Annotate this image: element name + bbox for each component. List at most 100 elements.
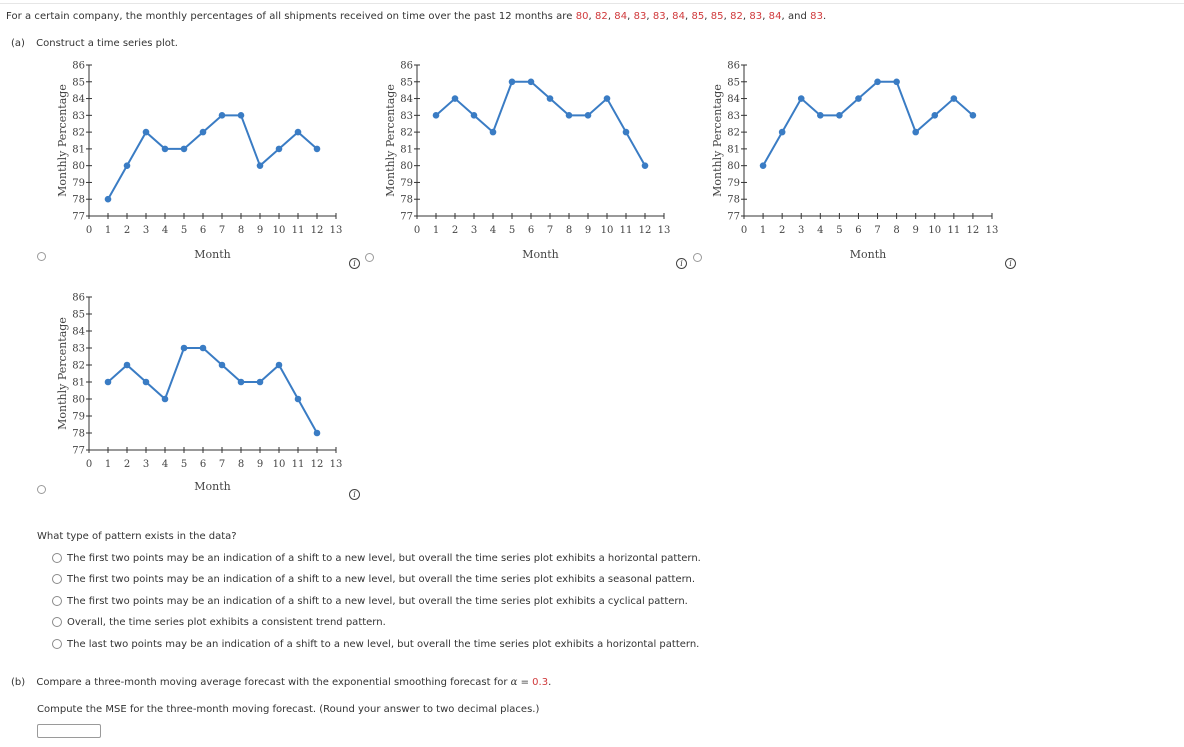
svg-text:83: 83: [72, 344, 85, 355]
svg-text:13: 13: [986, 225, 999, 236]
pattern-option-3[interactable]: The first two points may be an indicatio…: [52, 594, 688, 608]
svg-text:8: 8: [566, 225, 572, 236]
pattern-option-2[interactable]: The first two points may be an indicatio…: [52, 572, 695, 586]
svg-text:0: 0: [86, 459, 92, 470]
svg-text:11: 11: [620, 225, 633, 236]
chart-option-3-radio[interactable]: [693, 253, 702, 262]
svg-text:5: 5: [836, 225, 842, 236]
radio-button[interactable]: [52, 617, 62, 627]
svg-text:2: 2: [452, 225, 458, 236]
svg-text:13: 13: [330, 459, 343, 470]
part-b-instruction-text: Compare a three-month moving average for…: [36, 677, 511, 688]
svg-text:12: 12: [639, 225, 652, 236]
part-b-label: (b): [11, 677, 26, 688]
radio-button[interactable]: [52, 553, 62, 563]
part-b-heading: (b) Compare a three-month moving average…: [11, 677, 551, 688]
info-icon[interactable]: i: [349, 258, 360, 269]
svg-text:83: 83: [72, 111, 85, 122]
svg-text:Monthly Percentage: Monthly Percentage: [711, 84, 724, 197]
data-value: 82: [594, 11, 608, 22]
svg-text:11: 11: [292, 459, 305, 470]
data-value: 84: [672, 11, 685, 22]
svg-text:82: 82: [727, 128, 740, 139]
svg-text:0: 0: [741, 225, 747, 236]
svg-text:5: 5: [509, 225, 515, 236]
svg-text:79: 79: [400, 178, 413, 189]
radio-button[interactable]: [52, 639, 62, 649]
data-value: 84: [768, 11, 782, 22]
part-a-instruction: Construct a time series plot.: [36, 38, 178, 49]
svg-text:9: 9: [585, 225, 591, 236]
svg-text:86: 86: [72, 293, 85, 304]
svg-text:1: 1: [433, 225, 439, 236]
svg-text:77: 77: [727, 212, 740, 223]
svg-text:12: 12: [311, 225, 324, 236]
svg-text:8: 8: [893, 225, 899, 236]
svg-text:85: 85: [72, 77, 85, 88]
radio-button[interactable]: [52, 574, 62, 584]
svg-text:0: 0: [86, 225, 92, 236]
svg-text:77: 77: [400, 212, 413, 223]
svg-text:6: 6: [200, 459, 206, 470]
info-icon[interactable]: i: [676, 258, 687, 269]
svg-text:9: 9: [257, 459, 263, 470]
data-value: 83: [810, 11, 823, 22]
svg-text:3: 3: [143, 225, 149, 236]
svg-text:81: 81: [400, 144, 413, 155]
data-value: 84: [614, 11, 628, 22]
info-icon[interactable]: i: [1005, 258, 1016, 269]
svg-text:81: 81: [72, 144, 85, 155]
svg-text:9: 9: [257, 225, 263, 236]
chart-option-2-radio[interactable]: [365, 253, 374, 262]
pattern-option-5[interactable]: The last two points may be an indication…: [52, 637, 699, 651]
svg-text:10: 10: [273, 225, 286, 236]
svg-text:4: 4: [162, 459, 168, 470]
info-icon[interactable]: i: [349, 489, 360, 500]
data-value: 83: [652, 11, 666, 22]
svg-text:86: 86: [727, 61, 740, 72]
data-value: 85: [691, 11, 705, 22]
data-value: 80: [575, 11, 589, 22]
svg-text:82: 82: [400, 128, 413, 139]
svg-text:86: 86: [400, 61, 413, 72]
svg-text:2: 2: [124, 459, 130, 470]
svg-text:1: 1: [760, 225, 766, 236]
svg-text:2: 2: [779, 225, 785, 236]
svg-text:85: 85: [400, 77, 413, 88]
svg-text:5: 5: [181, 225, 187, 236]
svg-text:Month: Month: [850, 248, 886, 261]
svg-text:8: 8: [238, 225, 244, 236]
option-label: Overall, the time series plot exhibits a…: [67, 616, 386, 628]
svg-text:4: 4: [162, 225, 168, 236]
pattern-question: What type of pattern exists in the data?: [37, 531, 237, 542]
svg-text:79: 79: [72, 178, 85, 189]
option-label: The last two points may be an indication…: [67, 638, 700, 650]
svg-text:13: 13: [658, 225, 671, 236]
svg-text:11: 11: [292, 225, 305, 236]
part-b-instruction: Compare a three-month moving average for…: [36, 677, 551, 688]
svg-text:6: 6: [528, 225, 534, 236]
svg-text:3: 3: [471, 225, 477, 236]
chart-option-1-radio[interactable]: [37, 252, 46, 261]
data-value: 82: [730, 11, 743, 22]
svg-text:6: 6: [855, 225, 861, 236]
period: .: [548, 677, 552, 688]
svg-text:Month: Month: [194, 480, 230, 493]
radio-button[interactable]: [52, 596, 62, 606]
svg-text:84: 84: [72, 327, 85, 338]
svg-text:10: 10: [273, 459, 286, 470]
svg-text:12: 12: [967, 225, 980, 236]
svg-text:Monthly Percentage: Monthly Percentage: [56, 317, 69, 430]
svg-text:82: 82: [72, 361, 85, 372]
mse-answer-input[interactable]: [37, 724, 101, 738]
data-values: 80, 82, 84, 83, 83, 84, 85, 85, 82, 83, …: [575, 11, 827, 22]
chart-option-4-radio[interactable]: [37, 485, 46, 494]
svg-text:2: 2: [124, 225, 130, 236]
intro-text: For a certain company, the monthly perce…: [6, 11, 576, 22]
top-divider: [0, 3, 1184, 4]
svg-text:Monthly Percentage: Monthly Percentage: [56, 84, 69, 197]
pattern-option-4[interactable]: Overall, the time series plot exhibits a…: [52, 615, 386, 629]
pattern-option-1[interactable]: The first two points may be an indicatio…: [52, 551, 701, 565]
svg-text:4: 4: [817, 225, 823, 236]
svg-text:82: 82: [72, 128, 85, 139]
